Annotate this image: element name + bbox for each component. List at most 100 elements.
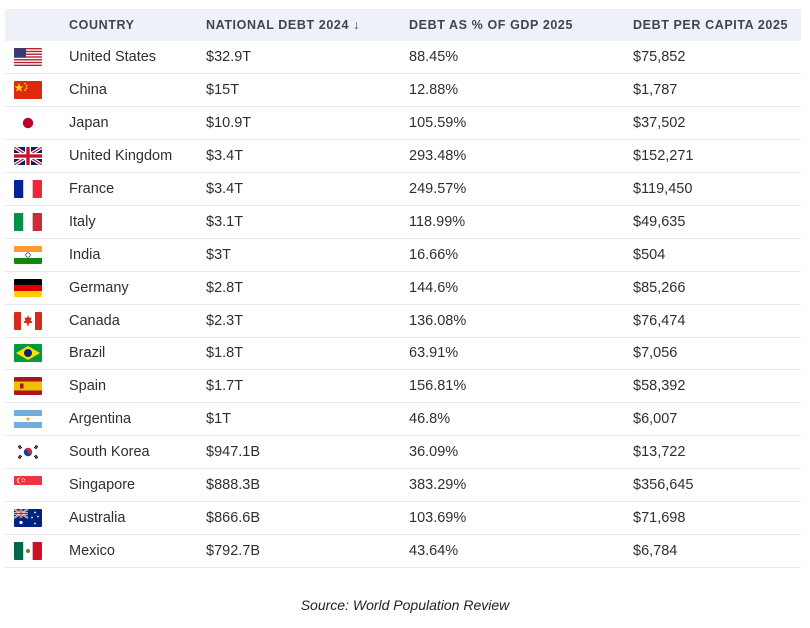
- gb-flag-icon: [14, 147, 42, 166]
- debt-gdp-cell: 16.66%: [409, 238, 633, 272]
- debt-per-capita-cell: $1,787: [633, 73, 801, 108]
- table-row[interactable]: Brazil $1.8T 63.91% $7,056: [5, 337, 801, 371]
- table-row[interactable]: India $3T 16.66% $504: [5, 238, 801, 272]
- table-row[interactable]: United Kingdom $3.4T 293.48% $152,271: [5, 139, 801, 174]
- debt-gdp-cell: 383.29%: [409, 468, 633, 502]
- table-row[interactable]: Germany $2.8T 144.6% $85,266: [5, 271, 801, 305]
- debt-per-capita-cell: $49,635: [633, 205, 801, 239]
- table-row[interactable]: Argentina $1T 46.8% $6,007: [5, 402, 801, 437]
- country-cell: Spain: [69, 369, 206, 404]
- debt-gdp-cell: 249.57%: [409, 172, 633, 206]
- flag-cell: [5, 238, 69, 272]
- national-debt-cell: $3.1T: [206, 205, 409, 239]
- national-debt-cell: $888.3B: [206, 468, 409, 502]
- debt-gdp-cell: 118.99%: [409, 205, 633, 239]
- br-flag-icon: [14, 344, 42, 363]
- debt-gdp-cell: 103.69%: [409, 501, 633, 535]
- country-cell: Argentina: [69, 402, 206, 437]
- table-row[interactable]: Spain $1.7T 156.81% $58,392: [5, 369, 801, 404]
- national-debt-cell: $1.8T: [206, 337, 409, 371]
- country-cell: France: [69, 172, 206, 206]
- debt-per-capita-cell: $75,852: [633, 41, 801, 75]
- debt-gdp-cell: 88.45%: [409, 41, 633, 75]
- header-country[interactable]: COUNTRY: [69, 18, 135, 32]
- es-flag-icon: [14, 377, 42, 396]
- national-debt-cell: $1T: [206, 402, 409, 437]
- debt-per-capita-cell: $58,392: [633, 369, 801, 404]
- header-national-debt[interactable]: NATIONAL DEBT 2024 ↓: [206, 18, 360, 32]
- jp-flag-icon: [14, 114, 42, 133]
- national-debt-cell: $32.9T: [206, 41, 409, 75]
- flag-cell: [5, 106, 69, 141]
- national-debt-cell: $3T: [206, 238, 409, 272]
- cn-flag-icon: [14, 81, 42, 100]
- in-flag-icon: [14, 245, 42, 264]
- country-cell: Germany: [69, 271, 206, 305]
- national-debt-cell: $10.9T: [206, 106, 409, 141]
- table-row[interactable]: Japan $10.9T 105.59% $37,502: [5, 106, 801, 141]
- national-debt-cell: $1.7T: [206, 369, 409, 404]
- flag-cell: [5, 534, 69, 568]
- flag-cell: [5, 435, 69, 470]
- debt-per-capita-cell: $504: [633, 238, 801, 272]
- national-debt-cell: $792.7B: [206, 534, 409, 568]
- national-debt-cell: $3.4T: [206, 139, 409, 174]
- national-debt-cell: $3.4T: [206, 172, 409, 206]
- table-header-row: COUNTRY NATIONAL DEBT 2024 ↓ DEBT AS % O…: [5, 9, 801, 41]
- debt-per-capita-cell: $119,450: [633, 172, 801, 206]
- debt-per-capita-cell: $85,266: [633, 271, 801, 305]
- header-debt-gdp[interactable]: DEBT AS % OF GDP 2025: [409, 18, 574, 32]
- country-cell: Japan: [69, 106, 206, 141]
- debt-per-capita-cell: $37,502: [633, 106, 801, 141]
- header-flag: [5, 9, 69, 41]
- debt-per-capita-cell: $356,645: [633, 468, 801, 502]
- national-debt-cell: $2.8T: [206, 271, 409, 305]
- table-row[interactable]: South Korea $947.1B 36.09% $13,722: [5, 435, 801, 470]
- debt-per-capita-cell: $6,007: [633, 402, 801, 437]
- flag-cell: [5, 304, 69, 338]
- debt-gdp-cell: 12.88%: [409, 73, 633, 108]
- debt-gdp-cell: 105.59%: [409, 106, 633, 141]
- ar-flag-icon: [14, 410, 42, 429]
- header-debt-per-capita[interactable]: DEBT PER CAPITA 2025: [633, 18, 789, 32]
- flag-cell: [5, 205, 69, 239]
- table-row[interactable]: Australia $866.6B 103.69% $71,698: [5, 501, 801, 535]
- sg-flag-icon: [14, 476, 42, 495]
- table-row[interactable]: France $3.4T 249.57% $119,450: [5, 172, 801, 206]
- de-flag-icon: [14, 278, 42, 297]
- national-debt-cell: $15T: [206, 73, 409, 108]
- flag-cell: [5, 41, 69, 75]
- debt-gdp-cell: 136.08%: [409, 304, 633, 338]
- national-debt-cell: $947.1B: [206, 435, 409, 470]
- country-cell: Australia: [69, 501, 206, 535]
- flag-cell: [5, 468, 69, 502]
- flag-cell: [5, 501, 69, 535]
- debt-per-capita-cell: $7,056: [633, 337, 801, 371]
- country-cell: United Kingdom: [69, 139, 206, 174]
- debt-gdp-cell: 144.6%: [409, 271, 633, 305]
- table-row[interactable]: Mexico $792.7B 43.64% $6,784: [5, 534, 801, 568]
- national-debt-cell: $866.6B: [206, 501, 409, 535]
- table-row[interactable]: United States $32.9T 88.45% $75,852: [5, 41, 801, 75]
- country-cell: Mexico: [69, 534, 206, 568]
- flag-cell: [5, 402, 69, 437]
- debt-per-capita-cell: $13,722: [633, 435, 801, 470]
- table-body: United States $32.9T 88.45% $75,852 China $15…: [5, 41, 801, 568]
- debt-gdp-cell: 156.81%: [409, 369, 633, 404]
- country-cell: India: [69, 238, 206, 272]
- national-debt-cell: $2.3T: [206, 304, 409, 338]
- table-row[interactable]: Canada $2.3T 136.08% $76,474: [5, 304, 801, 338]
- country-cell: Singapore: [69, 468, 206, 502]
- table-row[interactable]: Italy $3.1T 118.99% $49,635: [5, 205, 801, 239]
- flag-cell: [5, 369, 69, 404]
- country-cell: South Korea: [69, 435, 206, 470]
- table-row[interactable]: Singapore $888.3B 383.29% $356,645: [5, 468, 801, 502]
- flag-cell: [5, 271, 69, 305]
- country-cell: China: [69, 73, 206, 108]
- flag-cell: [5, 337, 69, 371]
- debt-per-capita-cell: $6,784: [633, 534, 801, 568]
- debt-per-capita-cell: $71,698: [633, 501, 801, 535]
- table-row[interactable]: China $15T 12.88% $1,787: [5, 73, 801, 108]
- country-cell: Brazil: [69, 337, 206, 371]
